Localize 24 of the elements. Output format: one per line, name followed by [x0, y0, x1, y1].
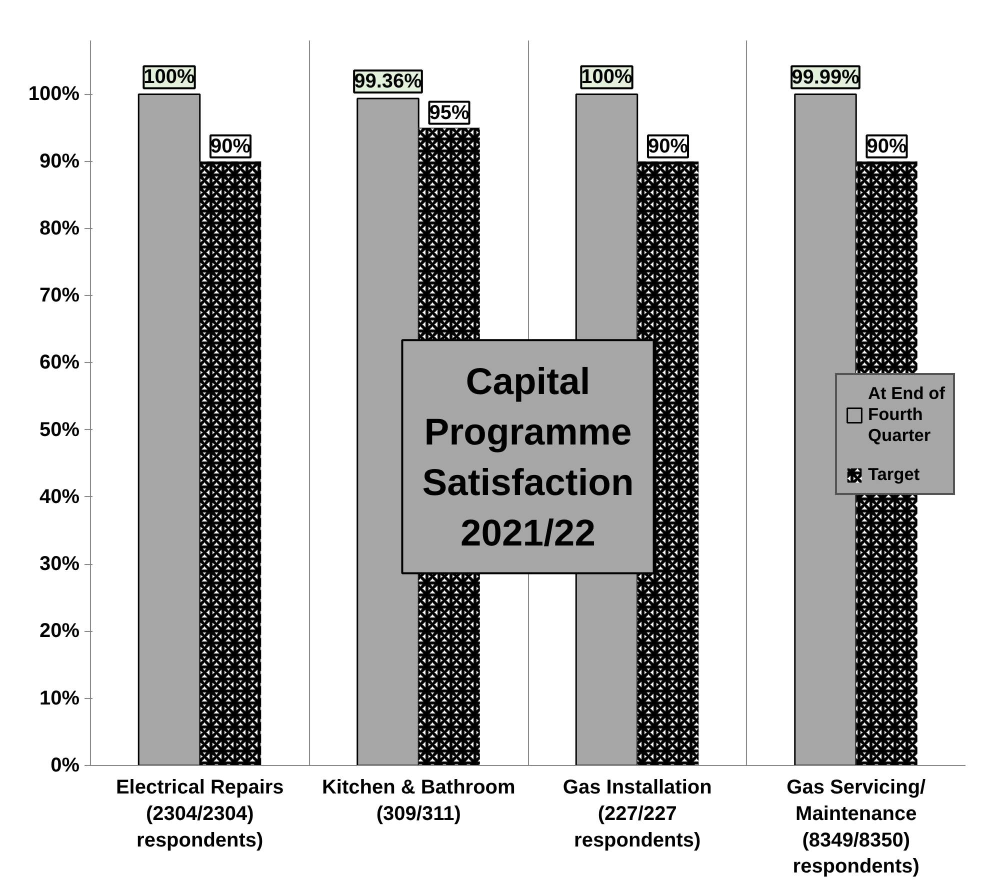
x-tick-label: Electrical Repairs (2304/2304) respondents) — [116, 776, 284, 852]
y-tick-label: 40% — [39, 486, 80, 508]
data-label: 95% — [429, 102, 470, 124]
y-tick-label: 50% — [39, 418, 80, 441]
text: Capital Programme Satisfaction 2021/22 — [422, 360, 634, 554]
y-tick-label: 90% — [39, 150, 80, 172]
y-tick-label: 80% — [39, 217, 80, 240]
y-tick-label: 10% — [39, 687, 80, 710]
x-tick-label: Gas Installation (227/227 respondents) — [562, 776, 712, 852]
y-tick-label: 0% — [50, 754, 80, 776]
data-label: 99.36% — [354, 70, 422, 92]
y-tick-label: 70% — [39, 284, 80, 307]
y-tick-label: 60% — [39, 352, 80, 374]
data-label: 100% — [144, 66, 196, 88]
data-label: 90% — [866, 135, 907, 158]
legend-label: Target — [868, 464, 920, 485]
y-tick-label: 20% — [39, 620, 80, 642]
x-tick-label: Kitchen & Bathroom (309/311) — [322, 776, 516, 825]
y-tick-label: 30% — [39, 553, 80, 576]
x-tick-label: Gas Servicing/ Maintenance (8349/8350) respondents) — [786, 776, 926, 878]
data-label: 99.99% — [792, 66, 860, 88]
y-tick-label: 100% — [28, 83, 80, 106]
legend-label: At End of Fourth Quarter — [868, 383, 945, 446]
data-label: 100% — [581, 66, 633, 88]
